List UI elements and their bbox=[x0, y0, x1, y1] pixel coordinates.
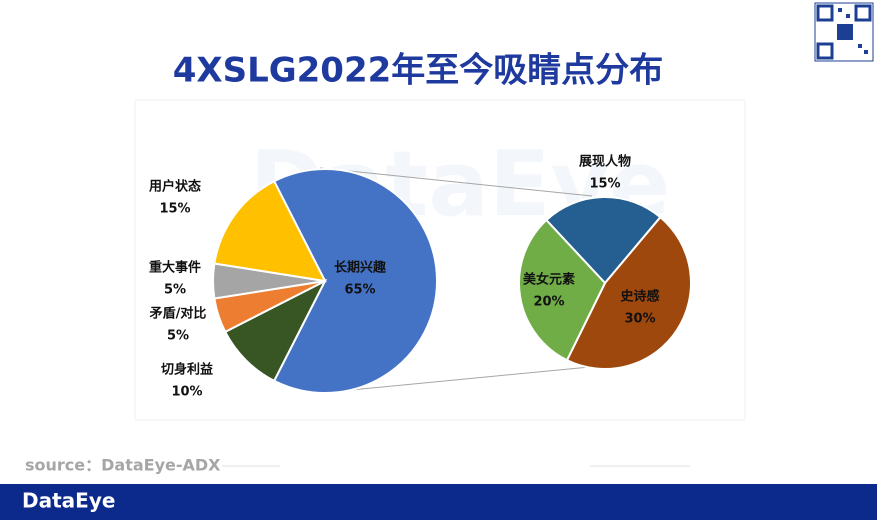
slice-value-label: 15% bbox=[159, 202, 190, 217]
slice-label: 展现人物 bbox=[579, 154, 631, 170]
footer-bar bbox=[0, 484, 877, 520]
slice-value-label: 10% bbox=[171, 385, 202, 400]
slice-value-label: 30% bbox=[624, 312, 655, 327]
source: source：DataEye-ADX bbox=[25, 456, 221, 475]
pie-slice bbox=[544, 196, 662, 285]
pie-slice bbox=[565, 215, 692, 370]
slice-value-label: 15% bbox=[589, 177, 620, 192]
slice-label: 长期兴趣 bbox=[334, 260, 387, 276]
slice-label: 用户状态 bbox=[148, 179, 201, 195]
slice-label: 史诗感 bbox=[620, 289, 659, 305]
brand: DataEye bbox=[22, 489, 115, 513]
pie-slice bbox=[518, 218, 607, 362]
qr-code bbox=[814, 2, 874, 62]
slice-value-label: 5% bbox=[167, 329, 189, 344]
title: 4XSLG2022年至今吸睛点分布 bbox=[173, 51, 664, 91]
connector-line bbox=[319, 167, 593, 197]
slice-value-label: 20% bbox=[533, 295, 564, 310]
slice-label: 重大事件 bbox=[149, 260, 201, 276]
slice-value-label: 65% bbox=[344, 283, 375, 298]
pie-slice bbox=[213, 179, 327, 283]
slice-label: 切身利益 bbox=[161, 362, 213, 378]
slice-label: 矛盾/对比 bbox=[149, 306, 207, 322]
slice-value-label: 5% bbox=[164, 283, 186, 298]
pie-slice bbox=[272, 168, 438, 394]
slice-label: 美女元素 bbox=[523, 272, 575, 288]
connector-line bbox=[319, 365, 601, 394]
